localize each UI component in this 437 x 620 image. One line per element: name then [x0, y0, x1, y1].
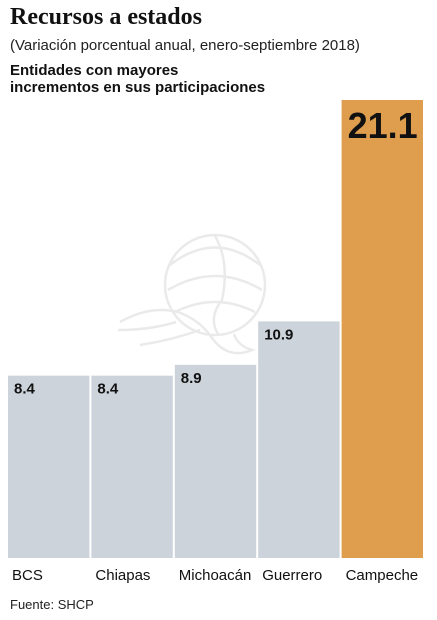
bar-bcs	[8, 375, 90, 558]
bar-guerrero	[258, 321, 340, 558]
value-label: 21.1	[348, 105, 418, 146]
chart-heading-line-2: incrementos en sus participaciones	[10, 79, 266, 96]
category-label: Guerrero	[262, 567, 322, 584]
value-label: 8.4	[14, 381, 36, 398]
chart-heading: Entidades con mayores incrementos en sus…	[10, 62, 340, 96]
eagle-watermark-icon	[117, 233, 267, 355]
category-label: Michoacán	[179, 567, 252, 584]
bar-michoacan	[174, 364, 257, 558]
category-label: Campeche	[346, 567, 419, 584]
value-label: 8.9	[181, 370, 202, 387]
value-label: 10.9	[264, 326, 293, 343]
source-note: Fuente: SHCP	[10, 597, 94, 612]
chart-heading-line-1: Entidades con mayores	[10, 62, 179, 79]
value-label: 8.4	[97, 381, 119, 398]
value-labels-group: 8.4 8.4 8.9 10.9 21.1	[14, 105, 418, 398]
chart-subtitle: (Variación porcentual anual, enero-septi…	[10, 37, 360, 54]
bars-group	[8, 100, 423, 558]
category-label: BCS	[12, 567, 43, 584]
bar-campeche	[341, 100, 423, 558]
chart-title: Recursos a estados	[10, 4, 202, 30]
bar-chiapas	[91, 375, 173, 558]
category-labels-group: BCS Chiapas Michoacán Guerrero Campeche	[12, 567, 418, 584]
category-label: Chiapas	[95, 567, 150, 584]
